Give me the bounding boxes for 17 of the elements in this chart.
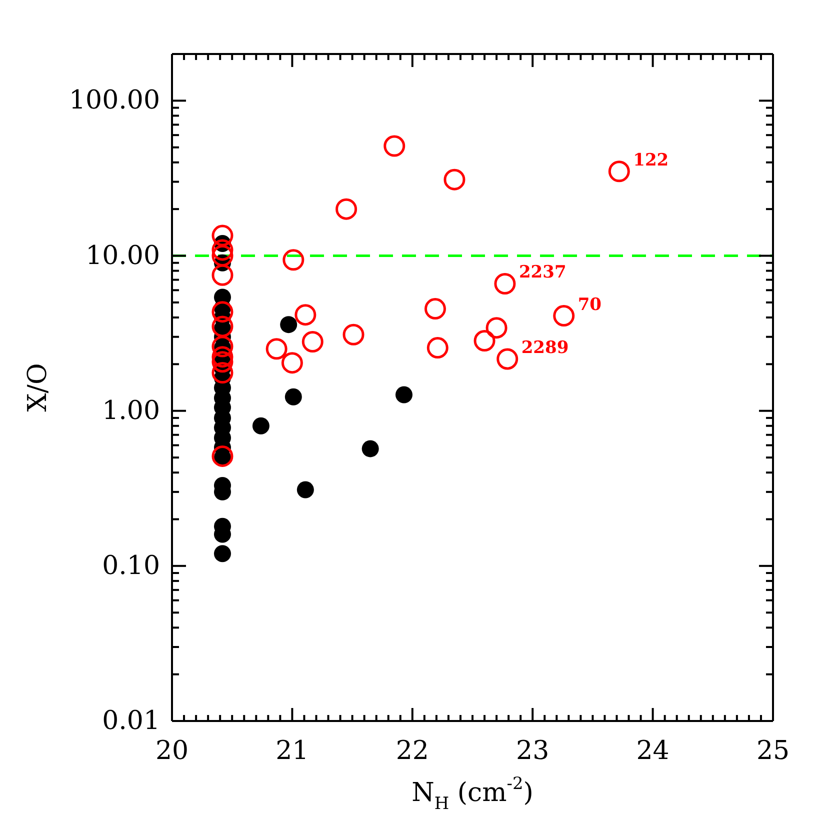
x-tick-label: 25 — [756, 736, 790, 766]
annotation: 122 — [633, 150, 669, 170]
x-tick-label: 22 — [396, 736, 429, 766]
annotation: 70 — [578, 294, 602, 315]
y-tick-label: 0.01 — [102, 706, 160, 736]
annotation: 2237 — [518, 262, 566, 283]
x-axis-title: N$_{H}$ (cm$^{-2}$) — [412, 773, 534, 813]
x-tick-label: 24 — [636, 736, 670, 766]
annotation: 2289 — [521, 338, 569, 358]
y-tick-label: 10.00 — [86, 240, 160, 271]
x-tick-label: 23 — [516, 736, 550, 766]
x-tick-label: 21 — [276, 736, 309, 766]
y-tick-label: 0.10 — [102, 550, 160, 581]
x-tick-label: 20 — [155, 736, 189, 766]
y-tick-label: 1.00 — [102, 396, 160, 426]
y-axis-title: X/O — [23, 363, 53, 412]
y-tick-label: 100.00 — [69, 86, 160, 116]
